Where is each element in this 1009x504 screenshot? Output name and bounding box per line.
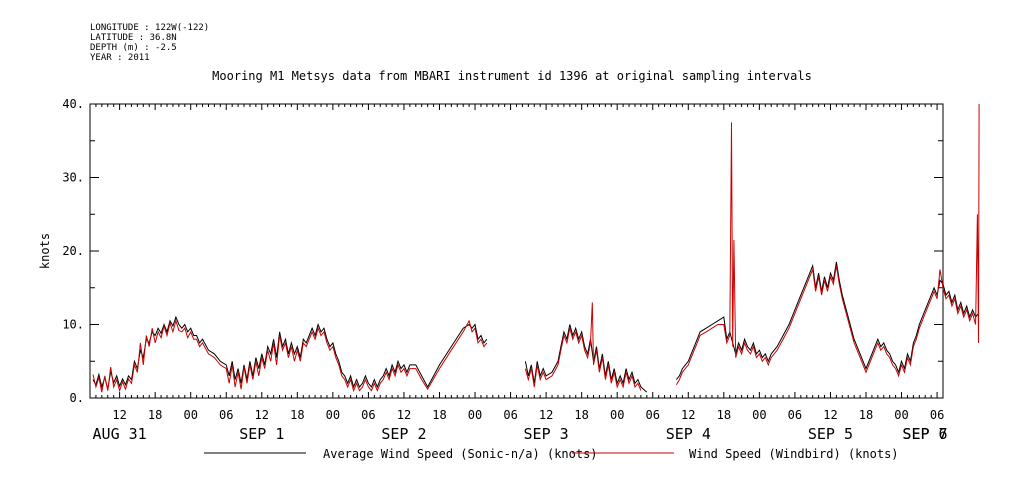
legend-label-windbird: Wind Speed (Windbird) (knots) — [689, 447, 899, 461]
y-tick-label: 30. — [62, 171, 84, 185]
x-tick-label: 06 — [646, 408, 660, 422]
x-tick-label: 18 — [432, 408, 446, 422]
series-line-windbird — [675, 103, 980, 386]
x-tick-label: 12 — [823, 408, 837, 422]
series-line-sonic — [676, 261, 979, 380]
x-tick-label: 00 — [468, 408, 482, 422]
y-tick-label: 40. — [62, 97, 84, 111]
day-label: SEP 6 — [902, 425, 947, 443]
y-tick-label: 20. — [62, 244, 84, 258]
x-ticks: 12 18 00 06 12 18 00 06 12 18 00 06 12 18 00 06 12 18 00 06… — [112, 408, 944, 422]
plot-frame — [89, 103, 944, 399]
day-labels: AUG 31 SEP 1 SEP 2 SEP 3 SEP 4 SEP 5 SEP 6SEP … — [93, 425, 948, 443]
day-label: SEP 3 — [524, 425, 569, 443]
x-tick-label: 00 — [326, 408, 340, 422]
x-tick-label: 06 — [930, 408, 944, 422]
x-tick-label: 00 — [610, 408, 624, 422]
day-label: SEP 7 — [902, 425, 947, 443]
y-ticks: 0. 10. 20. 30. 40. — [62, 97, 943, 405]
y-axis-label: knots — [38, 233, 52, 269]
legend: Average Wind Speed (Sonic-n/a) (knots) W… — [204, 447, 899, 461]
x-tick-label: 18 — [717, 408, 731, 422]
day-label: SEP 5 — [808, 425, 853, 443]
series-line-sonic — [524, 324, 648, 393]
y-tick-label: 10. — [62, 318, 84, 332]
day-label: SEP 1 — [239, 425, 284, 443]
series-lines — [92, 103, 980, 393]
legend-label-sonic: Average Wind Speed (Sonic-n/a) (knots) — [323, 447, 598, 461]
x-tick-label: 12 — [112, 408, 126, 422]
x-tick-label: 00 — [752, 408, 766, 422]
x-tick-label: 18 — [859, 408, 873, 422]
day-label: SEP 4 — [666, 425, 711, 443]
x-tick-label: 18 — [574, 408, 588, 422]
x-tick-label: 12 — [397, 408, 411, 422]
minor-ticks — [89, 103, 944, 399]
chart-title: Mooring M1 Metsys data from MBARI instru… — [212, 69, 812, 83]
meta-longitude: LONGITUDE : 122W(-122) — [90, 23, 209, 33]
x-tick-label: 06 — [361, 408, 375, 422]
y-tick-label: 0. — [70, 391, 84, 405]
x-tick-label: 12 — [681, 408, 695, 422]
day-label: AUG 31 — [93, 425, 147, 443]
series-line-windbird — [92, 319, 488, 393]
x-tick-label: 06 — [788, 408, 802, 422]
x-tick-label: 06 — [503, 408, 517, 422]
day-label: SEP 2 — [381, 425, 426, 443]
x-tick-label: 06 — [219, 408, 233, 422]
meta-depth: DEPTH (m) : -2.5 — [90, 43, 177, 53]
x-tick-label: 00 — [894, 408, 908, 422]
x-tick-label: 12 — [255, 408, 269, 422]
x-tick-label: 18 — [290, 408, 304, 422]
series-line-windbird — [524, 302, 642, 391]
x-tick-label: 18 — [148, 408, 162, 422]
x-tick-label: 12 — [539, 408, 553, 422]
meta-year: YEAR : 2011 — [90, 53, 150, 63]
x-tick-label: 00 — [183, 408, 197, 422]
meta-latitude: LATITUDE : 36.8N — [90, 33, 177, 43]
